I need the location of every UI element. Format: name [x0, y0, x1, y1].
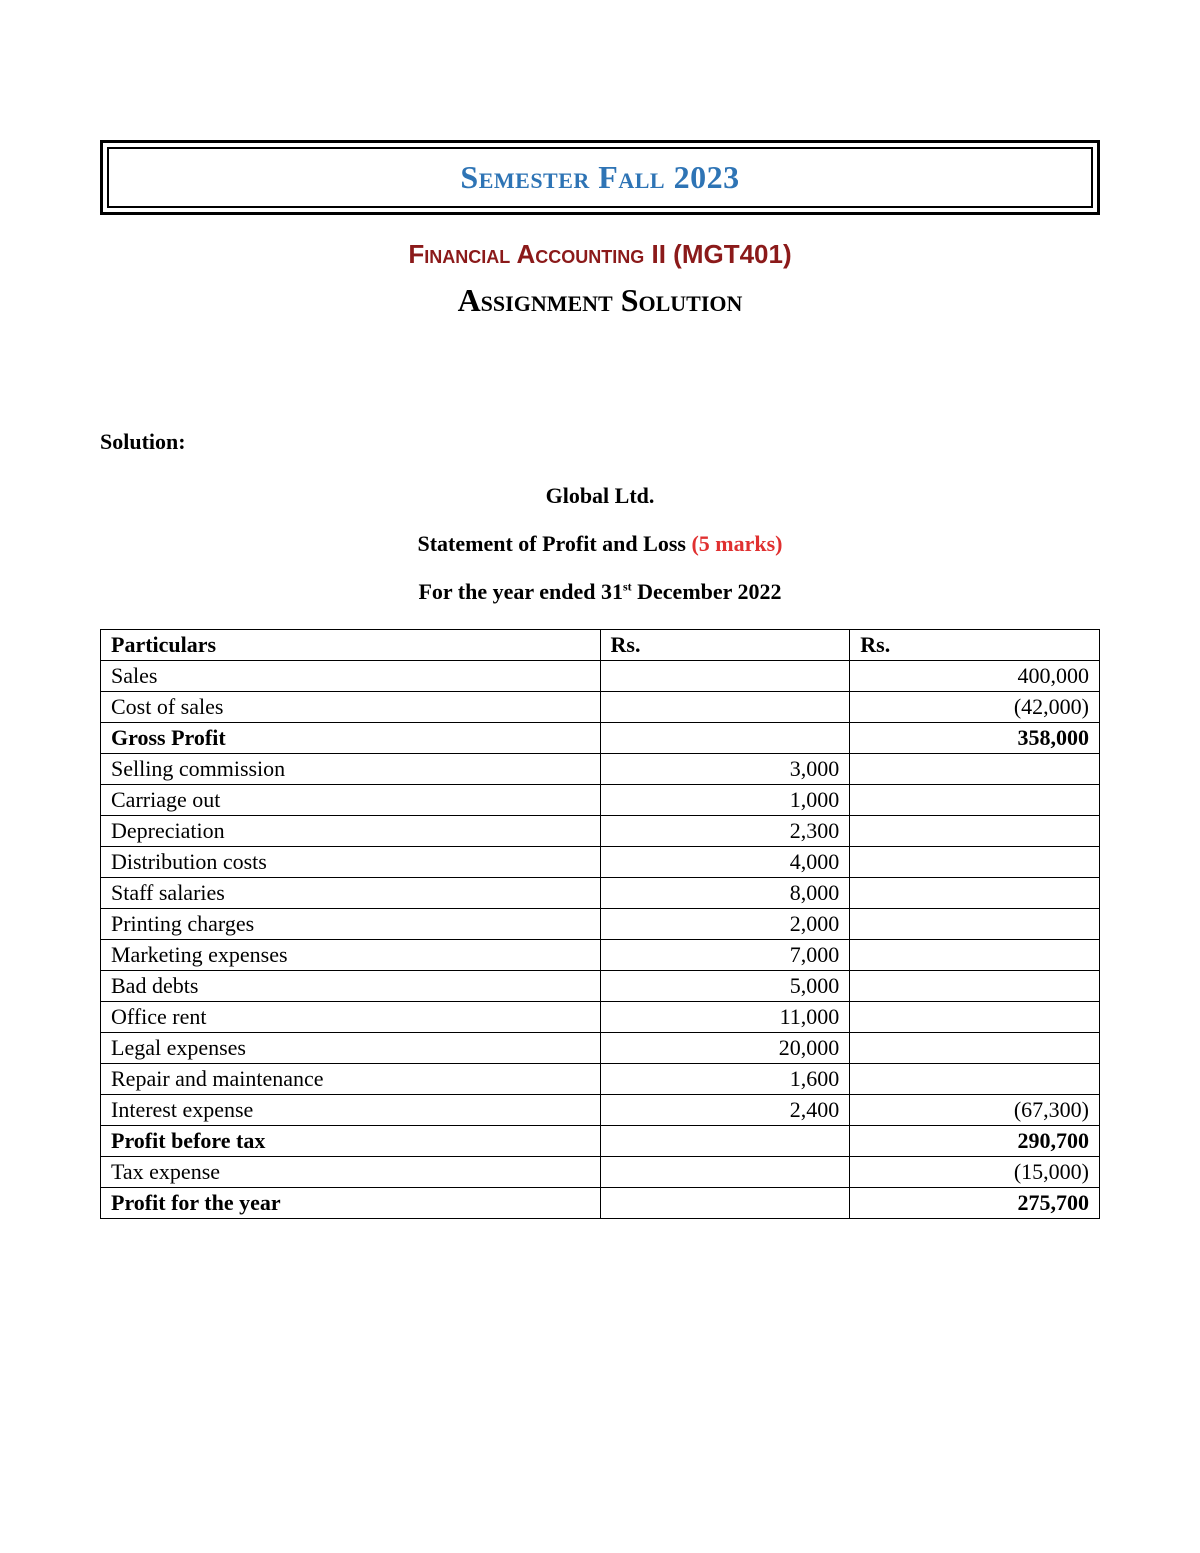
particulars-cell: Sales	[101, 661, 601, 692]
rs1-cell: 1,000	[600, 785, 850, 816]
table-row: Bad debts5,000	[101, 971, 1100, 1002]
course-title: Financial Accounting II (MGT401)	[100, 239, 1100, 270]
year-pre: For the year ended 31	[418, 579, 623, 604]
particulars-cell: Selling commission	[101, 754, 601, 785]
rs2-cell: 275,700	[850, 1188, 1100, 1219]
table-header-cell: Rs.	[600, 630, 850, 661]
rs1-cell: 20,000	[600, 1033, 850, 1064]
particulars-cell: Distribution costs	[101, 847, 601, 878]
company-name: Global Ltd.	[100, 483, 1100, 509]
particulars-cell: Cost of sales	[101, 692, 601, 723]
rs2-cell	[850, 847, 1100, 878]
table-row: Profit before tax 290,700	[101, 1126, 1100, 1157]
rs2-cell	[850, 878, 1100, 909]
rs1-cell: 11,000	[600, 1002, 850, 1033]
particulars-cell: Depreciation	[101, 816, 601, 847]
rs1-cell: 5,000	[600, 971, 850, 1002]
table-row: Legal expenses20,000	[101, 1033, 1100, 1064]
rs1-cell: 2,300	[600, 816, 850, 847]
particulars-cell: Staff salaries	[101, 878, 601, 909]
rs2-cell: 290,700	[850, 1126, 1100, 1157]
rs1-cell	[600, 692, 850, 723]
table-row: Sales 400,000	[101, 661, 1100, 692]
rs1-cell	[600, 723, 850, 754]
table-row: Distribution costs4,000	[101, 847, 1100, 878]
rs1-cell: 7,000	[600, 940, 850, 971]
assignment-title: Assignment Solution	[100, 282, 1100, 319]
rs1-cell	[600, 1126, 850, 1157]
solution-label: Solution:	[100, 429, 1100, 455]
marks-text: (5 marks)	[691, 531, 782, 556]
table-row: Interest expense2,400(67,300)	[101, 1095, 1100, 1126]
semester-text: Semester Fall 2023	[460, 159, 739, 195]
table-row: Profit for the year 275,700	[101, 1188, 1100, 1219]
rs2-cell	[850, 754, 1100, 785]
rs2-cell	[850, 785, 1100, 816]
rs1-cell: 2,000	[600, 909, 850, 940]
particulars-cell: Profit before tax	[101, 1126, 601, 1157]
particulars-cell: Carriage out	[101, 785, 601, 816]
rs2-cell: 358,000	[850, 723, 1100, 754]
rs2-cell	[850, 1033, 1100, 1064]
table-header-row: ParticularsRs.Rs.	[101, 630, 1100, 661]
year-sup: st	[623, 580, 632, 594]
table-row: Gross Profit 358,000	[101, 723, 1100, 754]
particulars-cell: Legal expenses	[101, 1033, 601, 1064]
rs1-cell: 2,400	[600, 1095, 850, 1126]
particulars-cell: Gross Profit	[101, 723, 601, 754]
particulars-cell: Printing charges	[101, 909, 601, 940]
rs1-cell: 4,000	[600, 847, 850, 878]
rs1-cell: 1,600	[600, 1064, 850, 1095]
semester-banner-inner: Semester Fall 2023	[107, 147, 1093, 208]
rs1-cell	[600, 661, 850, 692]
rs2-cell	[850, 1064, 1100, 1095]
statement-line: Statement of Profit and Loss (5 marks)	[100, 531, 1100, 557]
table-row: Staff salaries8,000	[101, 878, 1100, 909]
rs1-cell: 3,000	[600, 754, 850, 785]
rs1-cell: 8,000	[600, 878, 850, 909]
rs2-cell	[850, 1002, 1100, 1033]
rs2-cell: (67,300)	[850, 1095, 1100, 1126]
rs2-cell: (15,000)	[850, 1157, 1100, 1188]
table-row: Marketing expenses7,000	[101, 940, 1100, 971]
table-row: Tax expense (15,000)	[101, 1157, 1100, 1188]
rs2-cell	[850, 940, 1100, 971]
table-row: Selling commission3,000	[101, 754, 1100, 785]
table-header-cell: Particulars	[101, 630, 601, 661]
table-header-cell: Rs.	[850, 630, 1100, 661]
profit-loss-table: ParticularsRs.Rs.Sales400,000Cost of sal…	[100, 629, 1100, 1219]
particulars-cell: Bad debts	[101, 971, 601, 1002]
rs2-cell	[850, 909, 1100, 940]
rs1-cell	[600, 1188, 850, 1219]
table-row: Cost of sales (42,000)	[101, 692, 1100, 723]
year-ended: For the year ended 31st December 2022	[100, 579, 1100, 605]
rs2-cell: 400,000	[850, 661, 1100, 692]
particulars-cell: Tax expense	[101, 1157, 601, 1188]
table-row: Printing charges2,000	[101, 909, 1100, 940]
table-row: Repair and maintenance1,600	[101, 1064, 1100, 1095]
particulars-cell: Interest expense	[101, 1095, 601, 1126]
particulars-cell: Profit for the year	[101, 1188, 601, 1219]
rs2-cell: (42,000)	[850, 692, 1100, 723]
statement-text: Statement of Profit and Loss	[417, 531, 685, 556]
table-row: Carriage out1,000	[101, 785, 1100, 816]
table-row: Office rent11,000	[101, 1002, 1100, 1033]
rs2-cell	[850, 971, 1100, 1002]
particulars-cell: Repair and maintenance	[101, 1064, 601, 1095]
rs2-cell	[850, 816, 1100, 847]
particulars-cell: Office rent	[101, 1002, 601, 1033]
table-row: Depreciation2,300	[101, 816, 1100, 847]
particulars-cell: Marketing expenses	[101, 940, 601, 971]
rs1-cell	[600, 1157, 850, 1188]
year-post: December 2022	[632, 579, 782, 604]
semester-banner: Semester Fall 2023	[100, 140, 1100, 215]
